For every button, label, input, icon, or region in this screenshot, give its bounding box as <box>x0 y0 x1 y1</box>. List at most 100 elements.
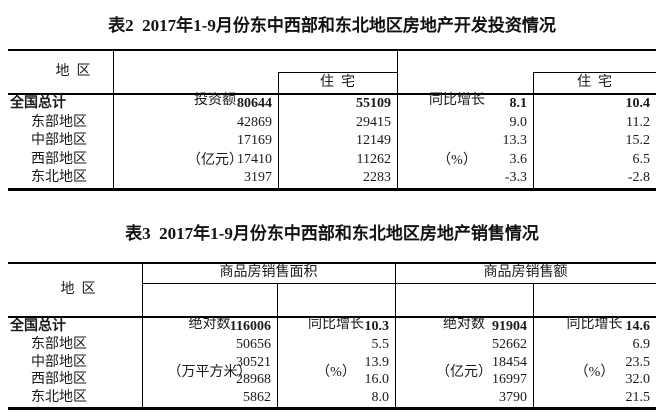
cell-investment: 17410 <box>237 151 272 167</box>
t2-vline-region <box>113 49 114 191</box>
t3-group-bottom-line <box>142 283 656 284</box>
t2-residential-box2-topline <box>533 72 656 73</box>
t3-header-area-growth-line2: （%） <box>316 365 356 380</box>
t2-row-central: 中部地区 17169 12149 13.3 15.2 <box>8 132 656 151</box>
cell-growth: 13.3 <box>502 133 528 149</box>
cell-region: 东部地区 <box>31 114 87 130</box>
cell-sales-area: 30521 <box>236 354 271 370</box>
cell-residential-growth: 10.4 <box>625 96 651 111</box>
table3-title: 表3 2017年1-9月份东中西部和东北地区房地产销售情况 <box>125 224 539 243</box>
cell-residential-growth: 6.5 <box>632 151 651 167</box>
t3-vline-area-growth <box>277 283 278 410</box>
cell-region: 全国总计 <box>10 319 66 334</box>
t3-vline-amount-group <box>395 262 396 410</box>
cell-residential: 11262 <box>356 151 391 167</box>
t3-header-amount-abs: 绝对数 （亿元） <box>395 285 533 413</box>
cell-sales-amount: 52662 <box>492 336 527 352</box>
t2-row-east: 东部地区 42869 29415 9.0 11.2 <box>8 114 656 133</box>
t2-header-growth: 同比增长 （%） <box>397 51 517 211</box>
table2-title: 表2 2017年1-9月份东中西部和东北地区房地产开发投资情况 <box>108 16 556 35</box>
t2-header-growth-line1: 同比增长 <box>429 93 485 108</box>
cell-region: 东北地区 <box>31 390 87 406</box>
cell-sales-area: 50656 <box>236 336 271 352</box>
t2-header-investment: 投资额 （亿元） <box>113 51 317 211</box>
cell-region: 东北地区 <box>31 170 87 186</box>
cell-region: 西部地区 <box>31 151 87 167</box>
cell-area-growth: 13.9 <box>364 354 390 370</box>
t2-border-top <box>8 49 656 51</box>
cell-region: 东部地区 <box>31 336 87 352</box>
cell-sales-area: 116006 <box>229 319 271 334</box>
t3-header-region: 地 区 <box>60 282 96 297</box>
t3-vline-region <box>142 262 143 410</box>
t2-header-investment-line1: 投资额 <box>194 93 236 108</box>
t2-row-northeast: 东北地区 3197 2283 -3.3 -2.8 <box>8 169 656 188</box>
t3-border-top <box>8 262 656 264</box>
t3-row-west: 西部地区 28968 16.0 16997 32.0 <box>8 371 656 389</box>
cell-amount-growth: 6.9 <box>632 336 651 352</box>
t2-vline-residential2 <box>533 72 534 191</box>
t2-header-residential2: 住 宅 <box>577 75 612 90</box>
t3-header-amount-growth-line1: 同比增长 <box>566 317 623 332</box>
cell-residential: 29415 <box>356 114 391 130</box>
t3-header-amount-abs-line2: （亿元） <box>436 365 492 380</box>
t3-header-area-abs-line2: （万平方米） <box>167 365 252 380</box>
t3-header-amount-growth: 同比增长 （%） <box>533 285 656 413</box>
t2-header-region: 地 区 <box>55 64 91 79</box>
t3-row-central: 中部地区 30521 13.9 18454 23.5 <box>8 354 656 372</box>
cell-region: 西部地区 <box>31 372 87 388</box>
cell-investment: 3197 <box>244 170 272 186</box>
t3-header-sales-area-group: 商品房销售面积 <box>219 265 318 280</box>
cell-investment: 80644 <box>237 96 272 111</box>
t2-border-bottom <box>8 188 656 191</box>
t3-header-sales-amount-group: 商品房销售额 <box>483 265 568 280</box>
cell-sales-area: 5862 <box>243 390 271 406</box>
cell-residential-growth: 11.2 <box>626 114 650 130</box>
cell-area-growth: 8.0 <box>371 390 390 406</box>
cell-residential: 12149 <box>356 133 391 149</box>
cell-investment: 17169 <box>237 133 272 149</box>
t2-row-national: 全国总计 80644 55109 8.1 10.4 <box>8 95 656 114</box>
t3-row-northeast: 东北地区 5862 8.0 3790 21.5 <box>8 389 656 407</box>
cell-growth: 9.0 <box>509 114 528 130</box>
cell-area-growth: 5.5 <box>371 336 390 352</box>
t3-header-area-abs-line1: 绝对数 <box>188 317 231 332</box>
t2-header-growth-line2: （%） <box>437 153 477 168</box>
cell-amount-growth: 23.5 <box>625 354 651 370</box>
t3-header-area-abs: 绝对数 （万平方米） <box>142 285 277 413</box>
cell-amount-growth: 14.6 <box>625 319 651 334</box>
t2-row-west: 西部地区 17410 11262 3.6 6.5 <box>8 151 656 170</box>
t3-header-amount-abs-line1: 绝对数 <box>443 317 485 332</box>
t2-residential-box1-topline <box>278 72 397 73</box>
cell-region: 中部地区 <box>31 354 87 370</box>
cell-region: 全国总计 <box>10 96 66 111</box>
t3-header-bottom-line <box>8 316 656 318</box>
t3-vline-amount-growth <box>533 283 534 410</box>
cell-residential-growth: 15.2 <box>625 133 651 149</box>
t3-header-area-growth: 同比增长 （%） <box>277 285 395 413</box>
cell-amount-growth: 32.0 <box>625 372 651 388</box>
cell-growth: 8.1 <box>509 96 528 111</box>
cell-residential: 2283 <box>363 170 391 186</box>
t2-header-residential1: 住 宅 <box>320 75 355 90</box>
cell-area-growth: 10.3 <box>364 319 390 334</box>
t3-header-area-growth-line1: 同比增长 <box>308 317 364 332</box>
t2-vline-growth <box>397 49 398 191</box>
cell-amount-growth: 21.5 <box>625 390 651 406</box>
cell-growth: 3.6 <box>509 151 528 167</box>
cell-sales-amount: 18454 <box>492 354 527 370</box>
cell-area-growth: 16.0 <box>364 372 390 388</box>
cell-sales-amount: 16997 <box>492 372 527 388</box>
t2-vline-residential1 <box>278 72 279 191</box>
t3-header-amount-growth-line2: （%） <box>574 365 615 380</box>
t3-row-national: 全国总计 116006 10.3 91904 14.6 <box>8 318 656 336</box>
cell-region: 中部地区 <box>31 133 87 149</box>
t2-header-investment-line2: （亿元） <box>187 153 243 168</box>
cell-sales-amount: 3790 <box>499 390 527 406</box>
t3-border-bottom <box>8 407 656 410</box>
cell-investment: 42869 <box>237 114 272 130</box>
cell-residential: 55109 <box>356 96 391 111</box>
cell-sales-area: 28968 <box>236 372 271 388</box>
cell-sales-amount: 91904 <box>492 319 527 334</box>
